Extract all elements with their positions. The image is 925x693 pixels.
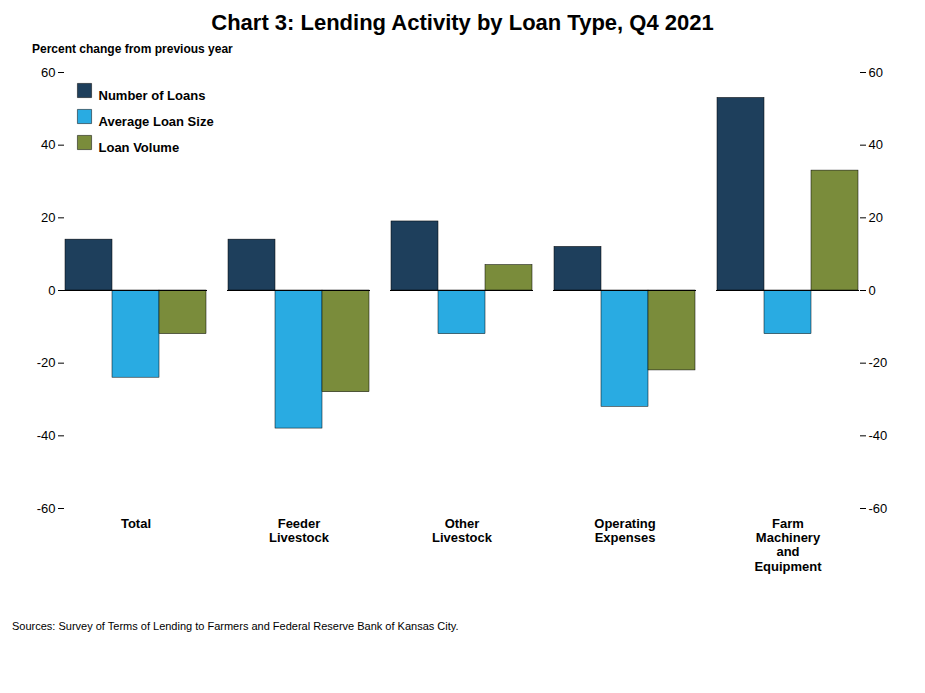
svg-text:20: 20 <box>41 210 55 225</box>
svg-text:60: 60 <box>41 65 55 80</box>
svg-text:40: 40 <box>41 137 55 152</box>
svg-text:Number of Loans: Number of Loans <box>99 88 206 103</box>
svg-text:-20: -20 <box>37 355 56 370</box>
svg-text:Average Loan Size: Average Loan Size <box>99 114 214 129</box>
svg-text:OtherLivestock: OtherLivestock <box>432 516 493 545</box>
svg-text:-60: -60 <box>37 501 56 516</box>
html-text:Percent change from previous y: Percent change from previous year <box>32 42 233 56</box>
svg-text:FeederLivestock: FeederLivestock <box>269 516 330 545</box>
html-text:Chart 3: Lending Activity by L: Chart 3: Lending Activity by Loan Type, … <box>211 10 714 35</box>
svg-text:60: 60 <box>869 65 883 80</box>
svg-text:-40: -40 <box>37 428 56 443</box>
svg-text:40: 40 <box>869 137 883 152</box>
svg-text:0: 0 <box>869 283 876 298</box>
svg-text:20: 20 <box>869 210 883 225</box>
svg-text:FarmMachineryandEquipment: FarmMachineryandEquipment <box>754 516 822 574</box>
svg-text:-20: -20 <box>869 355 888 370</box>
svg-text:-40: -40 <box>869 428 888 443</box>
svg-text:Total: Total <box>121 516 151 531</box>
html-text:Sources: Survey of Terms of Le: Sources: Survey of Terms of Lending to F… <box>12 620 459 632</box>
svg-text:0: 0 <box>48 283 55 298</box>
svg-text:Loan Volume: Loan Volume <box>99 140 180 155</box>
svg-text:-60: -60 <box>869 501 888 516</box>
svg-text:OperatingExpenses: OperatingExpenses <box>594 516 655 545</box>
